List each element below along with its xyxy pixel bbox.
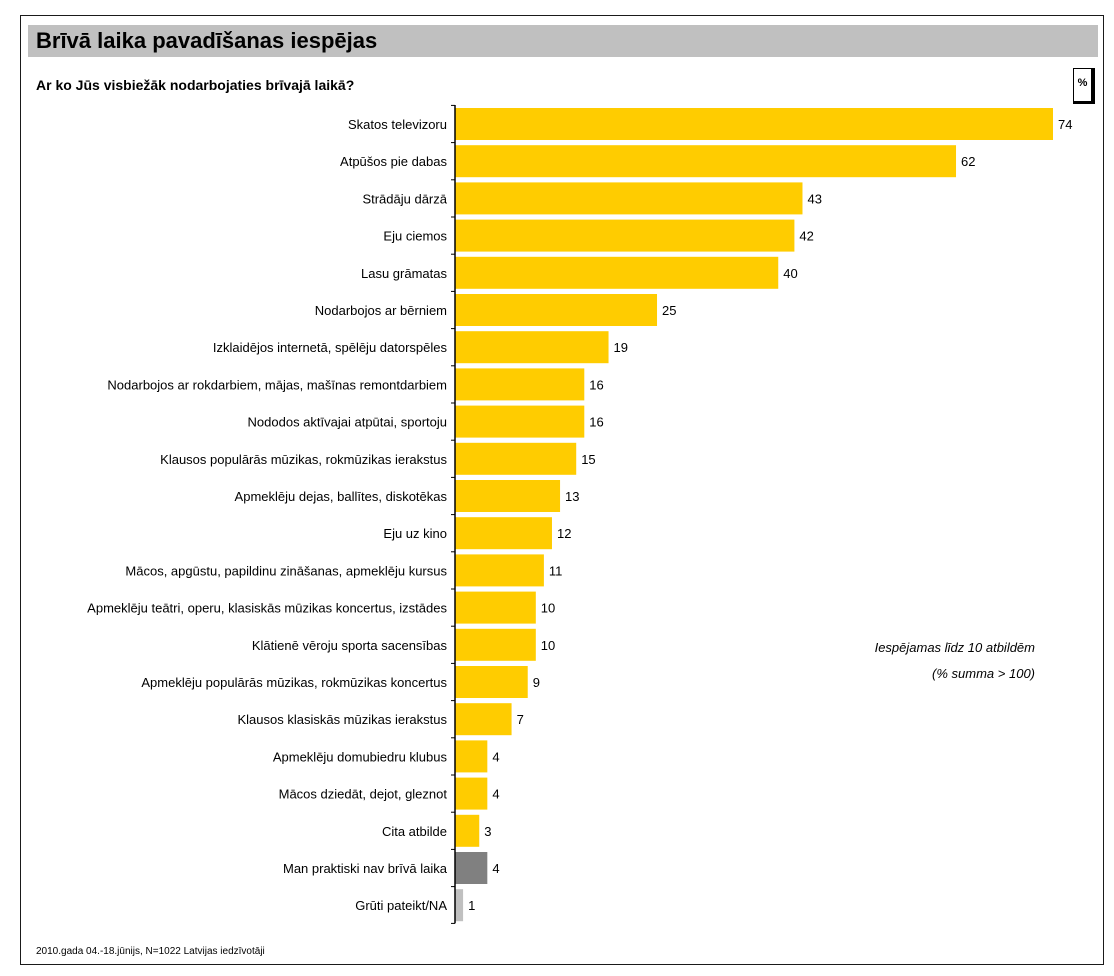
category-label: Atpūšos pie dabas: [340, 154, 447, 169]
note-sum-exceeds: (% summa > 100): [932, 666, 1035, 681]
category-label: Mācos, apgūstu, papildinu zināšanas, apm…: [125, 563, 447, 578]
value-label: 10: [541, 601, 555, 616]
value-label: 3: [484, 824, 491, 839]
bar: [455, 517, 552, 550]
value-label: 13: [565, 489, 579, 504]
bar: [455, 591, 536, 624]
value-label: 9: [533, 675, 540, 690]
bar: [455, 889, 464, 922]
bar: [455, 852, 488, 884]
value-label: 16: [589, 415, 603, 430]
bar: [455, 145, 957, 178]
value-label: 12: [557, 526, 571, 541]
category-label: Apmeklēju populārās mūzikas, rokmūzikas …: [141, 675, 447, 690]
bar: [455, 814, 480, 847]
bar: [455, 703, 512, 736]
bar: [455, 368, 585, 401]
value-label: 10: [541, 638, 555, 653]
category-label: Grūti pateikt/NA: [355, 898, 447, 913]
category-label: Man praktiski nav brīvā laika: [283, 861, 448, 876]
bar: [455, 294, 658, 326]
bar: [455, 740, 488, 773]
category-label: Skatos televizoru: [348, 117, 447, 132]
bar: [455, 331, 609, 364]
category-label: Izklaidējos internetā, spēlēju datorspēl…: [213, 340, 448, 355]
category-label: Klausos klasiskās mūzikas ierakstus: [237, 712, 447, 727]
survey-question: Ar ko Jūs visbiežāk nodarbojaties brīvaj…: [36, 77, 355, 93]
percent-unit-badge: %: [1073, 68, 1095, 104]
value-label: 4: [492, 861, 499, 876]
category-label: Apmeklēju dejas, ballītes, diskotēkas: [235, 489, 448, 504]
category-label: Klātienē vēroju sporta sacensības: [252, 638, 448, 653]
bar: [455, 108, 1053, 140]
bar: [455, 666, 528, 698]
category-label: Cita atbilde: [382, 824, 447, 839]
bar: [455, 256, 779, 289]
note-multiple-answers: Iespējamas līdz 10 atbildēm: [874, 640, 1035, 655]
page-title: Brīvā laika pavadīšanas iespējas: [36, 28, 378, 53]
value-label: 62: [961, 154, 975, 169]
category-label: Eju ciemos: [383, 229, 447, 244]
value-label: 15: [581, 452, 595, 467]
value-label: 74: [1058, 117, 1072, 132]
category-label: Strādāju dārzā: [362, 191, 447, 206]
bar: [455, 442, 577, 475]
value-label: 11: [549, 563, 563, 578]
value-label: 4: [492, 749, 499, 764]
bar: [455, 219, 795, 252]
value-label: 19: [614, 340, 628, 355]
value-label: 16: [589, 377, 603, 392]
value-label: 7: [517, 712, 524, 727]
bar: [455, 628, 536, 661]
category-label: Nododos aktīvajai atpūtai, sportoju: [248, 415, 447, 430]
bar: [455, 777, 488, 810]
value-label: 42: [799, 229, 813, 244]
bar: [455, 182, 803, 215]
category-label: Apmeklēju domubiedru klubus: [273, 749, 448, 764]
bar: [455, 554, 544, 587]
category-label: Klausos populārās mūzikas, rokmūzikas ie…: [160, 452, 447, 467]
category-label: Nodarbojos ar bērniem: [315, 303, 447, 318]
title-band: [28, 25, 1098, 57]
category-label: Lasu grāmatas: [361, 266, 447, 281]
value-label: 40: [783, 266, 797, 281]
value-label: 43: [807, 191, 821, 206]
value-label: 1: [468, 898, 475, 913]
value-label: 25: [662, 303, 676, 318]
category-label: Mācos dziedāt, dejot, gleznot: [279, 787, 448, 802]
bar: [455, 405, 585, 438]
category-label: Eju uz kino: [383, 526, 447, 541]
category-label: Apmeklēju teātri, operu, klasiskās mūzik…: [87, 601, 447, 616]
footnote-source: 2010.gada 04.-18.jūnijs, N=1022 Latvijas…: [36, 946, 265, 957]
bar: [455, 480, 561, 512]
value-label: 4: [492, 787, 499, 802]
category-label: Nodarbojos ar rokdarbiem, mājas, mašīnas…: [107, 377, 447, 392]
